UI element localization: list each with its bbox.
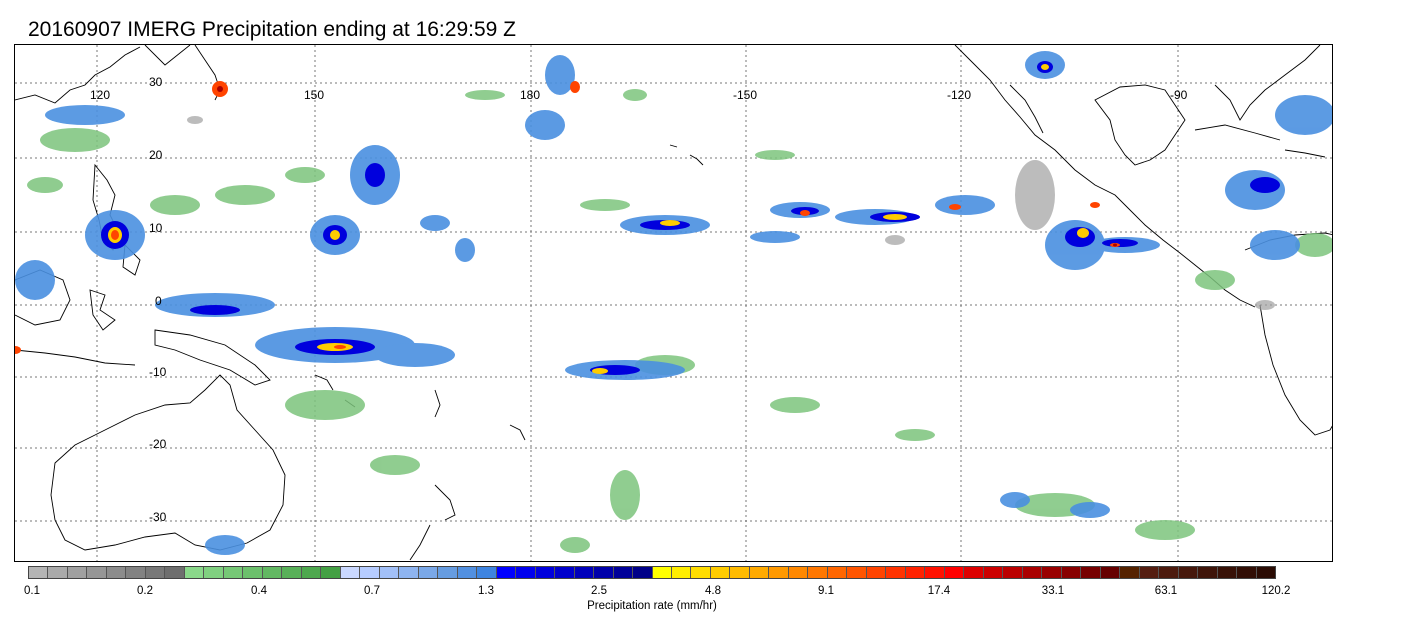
colorbar-swatch: [87, 567, 107, 578]
colorbar-swatch: [477, 567, 497, 578]
lon-label-m150: -150: [733, 88, 758, 102]
colorbar-swatch: [1003, 567, 1023, 578]
colorbar-swatch: [749, 567, 770, 578]
colorbar-swatch: [48, 567, 68, 578]
colorbar-swatch: [438, 567, 458, 578]
colorbar-swatch: [983, 567, 1004, 578]
colorbar-tick: 33.1: [1041, 585, 1065, 597]
colorbar-swatch: [106, 567, 127, 578]
colorbar-swatch: [1198, 567, 1218, 578]
colorbar: [28, 566, 1276, 579]
colorbar-swatch: [340, 567, 361, 578]
colorbar-tick: 0.2: [137, 585, 153, 597]
lon-label-180: 180: [520, 88, 541, 102]
colorbar-swatch: [788, 567, 809, 578]
lat-label-m20: -20: [149, 437, 167, 451]
colorbar-swatch: [925, 567, 945, 578]
colorbar-swatch: [165, 567, 185, 578]
colorbar-swatch: [1256, 567, 1275, 578]
lon-label-120: 120: [90, 88, 111, 102]
colorbar-swatch: [126, 567, 146, 578]
colorbar-swatch: [457, 567, 478, 578]
colorbar-swatch: [418, 567, 439, 578]
colorbar-swatch: [886, 567, 906, 578]
colorbar-swatch: [1120, 567, 1140, 578]
colorbar-swatch: [282, 567, 302, 578]
colorbar-swatch: [847, 567, 867, 578]
colorbar-swatch: [223, 567, 244, 578]
colorbar-swatch: [594, 567, 614, 578]
colorbar-swatch: [1237, 567, 1257, 578]
colorbar-swatch: [671, 567, 692, 578]
colorbar-tick: 9.1: [818, 585, 834, 597]
colorbar-swatch: [710, 567, 731, 578]
colorbar-swatch: [633, 567, 653, 578]
colorbar-tick: 63.1: [1154, 585, 1178, 597]
map-title: 20160907 IMERG Precipitation ending at 1…: [28, 18, 516, 41]
colorbar-swatch: [652, 567, 672, 578]
colorbar-swatch: [204, 567, 224, 578]
lon-label-m120: -120: [947, 88, 972, 102]
colorbar-swatch: [1139, 567, 1160, 578]
colorbar-swatch: [827, 567, 848, 578]
colorbar-swatch: [1022, 567, 1043, 578]
colorbar-swatch: [1061, 567, 1082, 578]
colorbar-tick: 0.1: [24, 585, 40, 597]
colorbar-tick: 17.4: [927, 585, 951, 597]
colorbar-swatch: [1217, 567, 1238, 578]
colorbar-swatch: [379, 567, 400, 578]
colorbar-swatch: [730, 567, 750, 578]
map-canvas: [15, 45, 1332, 561]
colorbar-swatch: [613, 567, 634, 578]
colorbar-swatch: [1159, 567, 1179, 578]
lat-label-10: 10: [149, 221, 163, 235]
colorbar-swatch: [964, 567, 984, 578]
lon-label-150: 150: [304, 88, 325, 102]
colorbar-swatch: [145, 567, 166, 578]
colorbar-tick: 1.3: [478, 585, 494, 597]
colorbar-tick: 0.4: [251, 585, 267, 597]
colorbar-tick: 4.8: [705, 585, 721, 597]
colorbar-swatch: [691, 567, 711, 578]
colorbar-swatch: [1100, 567, 1121, 578]
precipitation-cells: [15, 51, 1332, 555]
colorbar-swatch: [301, 567, 322, 578]
colorbar-swatch: [360, 567, 380, 578]
colorbar-swatch: [944, 567, 965, 578]
colorbar-swatch: [262, 567, 283, 578]
colorbar-swatch: [535, 567, 556, 578]
lat-label-0: 0: [155, 294, 162, 308]
colorbar-swatch: [1178, 567, 1199, 578]
colorbar-swatch: [555, 567, 575, 578]
colorbar-tick: 2.5: [591, 585, 607, 597]
colorbar-swatch: [496, 567, 517, 578]
lat-label-m10: -10: [149, 365, 167, 379]
colorbar-swatch: [905, 567, 926, 578]
precipitation-map[interactable]: 120 150 180 -150 -120 -90 30 20 10 0 -10…: [14, 44, 1333, 562]
colorbar-swatch: [808, 567, 828, 578]
colorbar-swatch: [399, 567, 419, 578]
colorbar-tick: 120.2: [1261, 585, 1291, 597]
colorbar-label: Precipitation rate (mm/hr): [587, 600, 717, 612]
colorbar-swatch: [29, 567, 49, 578]
lon-label-m90: -90: [1170, 88, 1188, 102]
colorbar-swatch: [321, 567, 341, 578]
colorbar-swatch: [243, 567, 263, 578]
colorbar-swatch: [769, 567, 789, 578]
colorbar-tick: 0.7: [364, 585, 380, 597]
lat-label-30: 30: [149, 75, 163, 89]
lat-label-m30: -30: [149, 510, 167, 524]
colorbar-swatch: [574, 567, 595, 578]
lat-label-20: 20: [149, 148, 163, 162]
colorbar-swatch: [1081, 567, 1101, 578]
colorbar-swatch: [67, 567, 88, 578]
colorbar-swatch: [516, 567, 536, 578]
colorbar-swatch: [866, 567, 887, 578]
gridlines: [15, 45, 1332, 561]
colorbar-swatch: [184, 567, 205, 578]
colorbar-swatch: [1042, 567, 1062, 578]
